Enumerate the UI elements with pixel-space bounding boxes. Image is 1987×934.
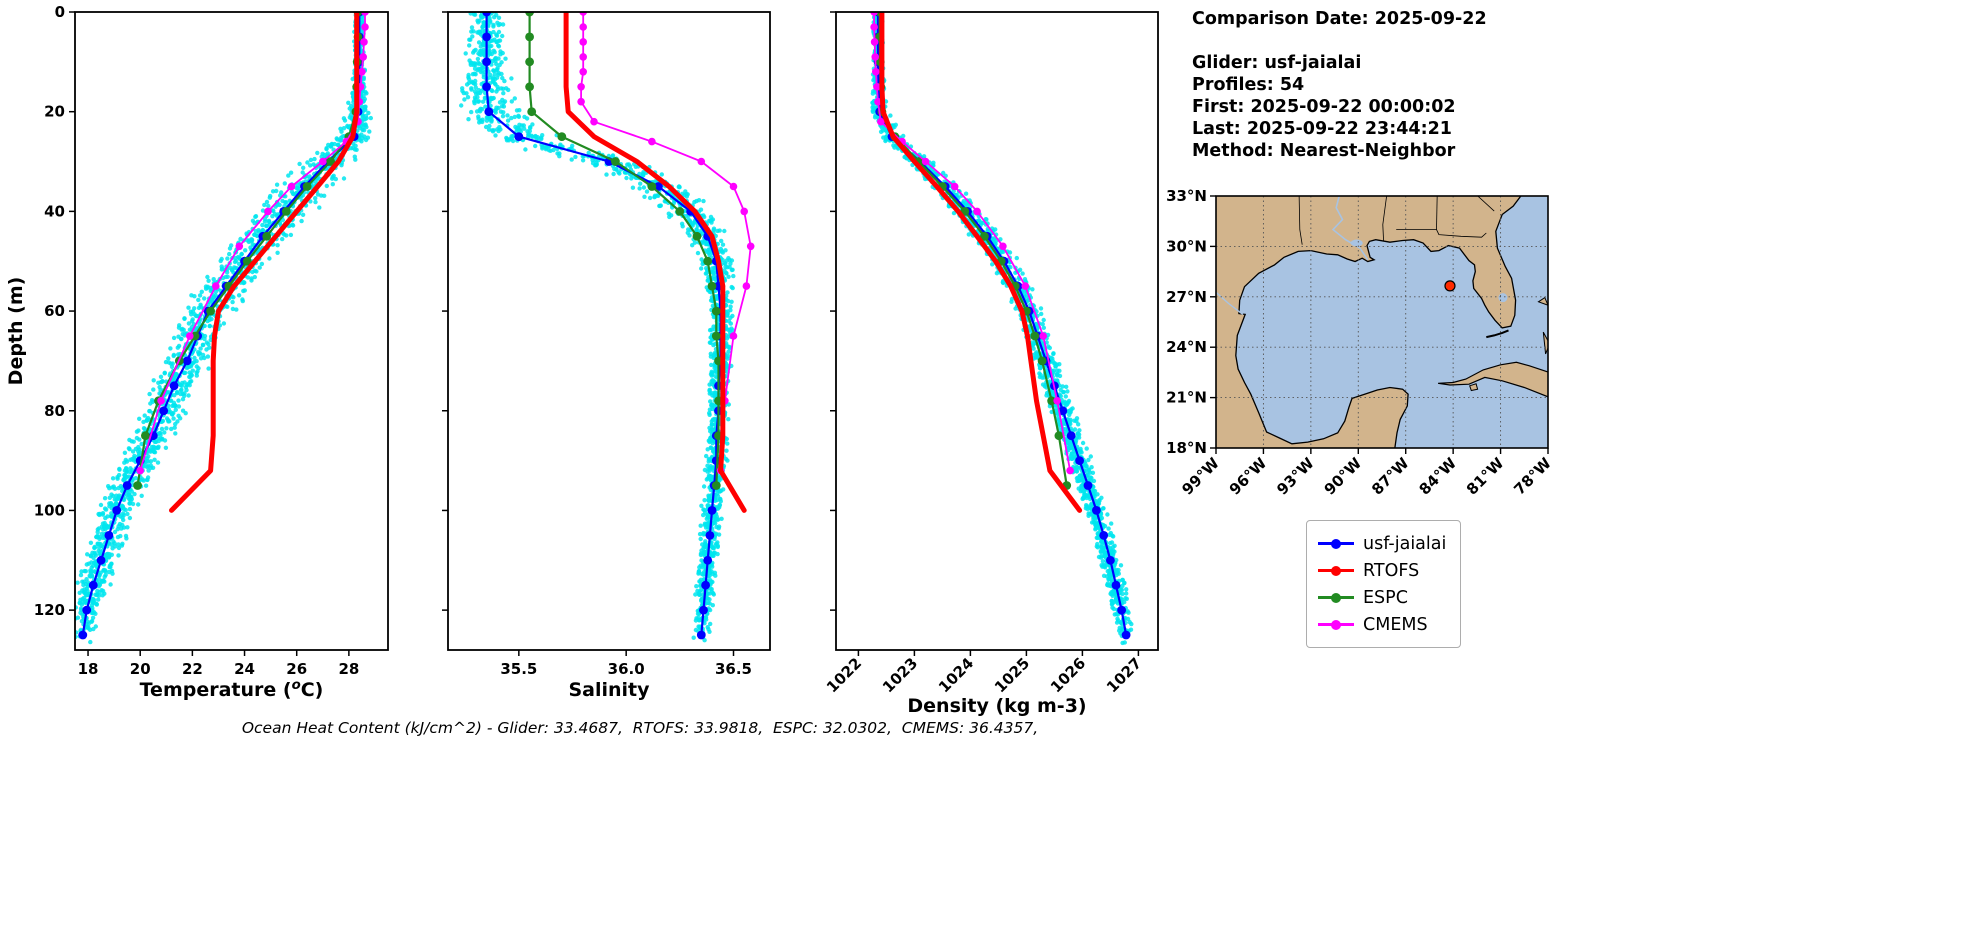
raw-scatter-salinity <box>459 12 736 643</box>
raw-scatter-temperature <box>75 12 373 645</box>
series-usf-jaialai <box>482 12 725 640</box>
map-land-isla-juventud <box>1469 383 1479 392</box>
map-lake-okeechobee <box>1498 293 1508 303</box>
legend-box: usf-jaialai RTOFS ESPC CMEMS <box>1306 520 1462 648</box>
salinity-panel: 35.5 36.0 36.5 Salinity <box>442 11 771 701</box>
info-spacer <box>1192 30 1487 52</box>
temperature-panel: 18 20 22 24 26 28 0 20 40 60 80 100 120 Temperature (… <box>5 3 389 701</box>
glider-location-marker <box>1444 280 1456 292</box>
series-CMEMS <box>577 12 755 475</box>
legend-line-dot-marker <box>1318 537 1354 551</box>
svg-text:18: 18 <box>78 660 99 678</box>
xlabel-density: Density (kg m-3) <box>907 695 1086 717</box>
svg-text:36.5: 36.5 <box>715 660 752 678</box>
legend-label: ESPC <box>1363 587 1408 608</box>
svg-text:22: 22 <box>182 660 203 678</box>
legend-item-espc: ESPC <box>1318 584 1446 611</box>
info-method: Method: Nearest-Neighbor <box>1192 141 1456 161</box>
legend-label: usf-jaialai <box>1363 533 1447 554</box>
ohc-caption: Ocean Heat Content (kJ/cm^2) - Glider: 3… <box>241 719 1039 737</box>
xlabel-temperature: Temperature (oC) <box>140 678 324 701</box>
map-lake-pontchartrain <box>1350 239 1363 247</box>
info-block: Comparison Date: 2025-09-22 Glider: usf-… <box>1192 8 1487 162</box>
svg-text:0: 0 <box>55 3 65 21</box>
legend-line-dot-marker <box>1318 591 1354 605</box>
info-comparison-date: Comparison Date: 2025-09-22 <box>1192 9 1487 29</box>
svg-text:20: 20 <box>130 660 151 678</box>
legend-label: RTOFS <box>1363 560 1420 581</box>
map-state-border <box>1436 229 1487 238</box>
info-profiles: Profiles: 54 <box>1192 75 1305 95</box>
series-CMEMS <box>136 12 369 475</box>
svg-text:28: 28 <box>338 660 359 678</box>
profile-panels: 18 20 22 24 26 28 0 20 40 60 80 100 120 Temperature (… <box>5 3 1159 717</box>
svg-text:100: 100 <box>34 501 65 519</box>
map-land-cuba <box>1438 361 1548 398</box>
legend-item-cmems: CMEMS <box>1318 611 1446 638</box>
svg-text:40: 40 <box>44 202 65 220</box>
map-rio-grande <box>1216 291 1244 315</box>
svg-text:60: 60 <box>44 302 65 320</box>
svg-text:26: 26 <box>286 660 307 678</box>
legend-line-dot-marker <box>1318 564 1354 578</box>
map-land-north-america <box>1216 196 1522 448</box>
legend-label: CMEMS <box>1363 614 1428 635</box>
map-mississippi-river <box>1331 196 1369 261</box>
svg-text:80: 80 <box>44 402 65 420</box>
xlabel-salinity: Salinity <box>568 679 650 701</box>
svg-text:24: 24 <box>234 660 255 678</box>
info-glider: Glider: usf-jaialai <box>1192 53 1362 73</box>
series-usf-jaialai <box>873 12 1131 640</box>
legend-line-dot-marker <box>1318 618 1354 632</box>
info-first: First: 2025-09-22 00:00:02 <box>1192 97 1456 117</box>
gulf-of-mexico-map: 18°N21°N24°N27°N30°N33°N99°W 96°W 93°W 90°W… <box>1166 187 1555 499</box>
map-state-border <box>1298 196 1303 245</box>
series-RTOFS <box>879 12 1083 513</box>
svg-text:20: 20 <box>44 103 65 121</box>
legend-item-usf-jaialai: usf-jaialai <box>1318 530 1446 557</box>
map-land-bahamas <box>1537 296 1548 306</box>
map-state-border <box>1477 196 1495 212</box>
series-CMEMS <box>870 12 1074 475</box>
series-ESPC <box>525 12 723 490</box>
svg-text:36.0: 36.0 <box>608 660 645 678</box>
series-RTOFS <box>169 12 360 513</box>
info-last: Last: 2025-09-22 23:44:21 <box>1192 119 1452 139</box>
svg-text:120: 120 <box>34 601 65 619</box>
series-RTOFS <box>563 12 747 513</box>
legend-item-rtofs: RTOFS <box>1318 557 1446 584</box>
map-florida-keys <box>1486 329 1509 339</box>
map-state-border <box>1382 196 1388 242</box>
raw-scatter-density <box>870 12 1134 646</box>
svg-text:35.5: 35.5 <box>500 660 537 678</box>
ylabel-depth: Depth (m) <box>5 277 27 386</box>
